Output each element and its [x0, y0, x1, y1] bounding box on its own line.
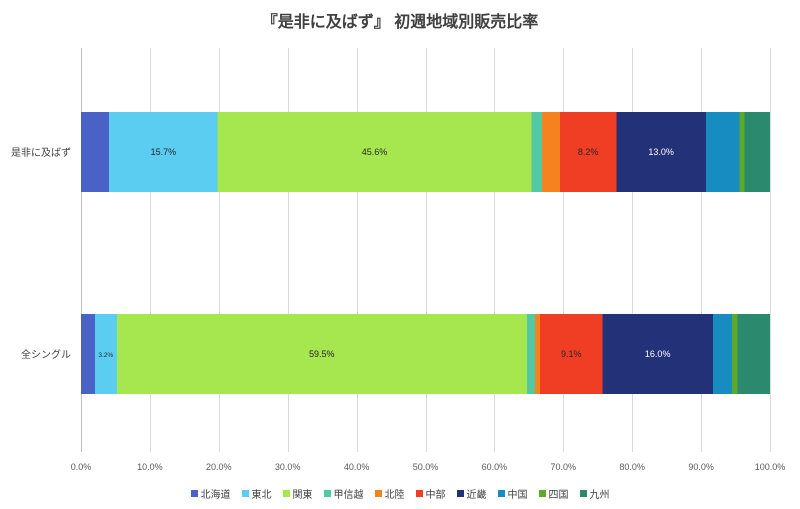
data-label: 59.5% [309, 349, 335, 359]
bar-segment-0-0 [81, 112, 110, 192]
legend-marker [282, 489, 290, 497]
bar-segment-0-6 [616, 112, 706, 192]
bar-segment-1-7 [712, 314, 733, 394]
bar-segment-0-3 [531, 112, 542, 192]
legend-label: 近畿 [466, 489, 487, 501]
x-tick-label: 60.0% [482, 462, 508, 472]
x-tick-label: 100.0% [755, 462, 786, 472]
legend-label: 中国 [507, 489, 528, 501]
x-tick-label: 0.0% [71, 462, 92, 472]
legend-marker [190, 489, 198, 497]
x-tick-label: 20.0% [206, 462, 232, 472]
legend-label: 北海道 [200, 489, 231, 501]
chart-title: 『是非に及ばず』 初週地域別販売比率 [262, 12, 538, 31]
legend-label: 甲信越 [333, 489, 364, 501]
x-tick-label: 50.0% [413, 462, 439, 472]
legend: 北海道 東北 関東 甲信越 北陸 中部 近畿 中国 四国 九州 [0, 486, 800, 501]
x-tick-label: 90.0% [688, 462, 714, 472]
legend-item: 北海道 [190, 486, 231, 501]
legend-label: 九州 [589, 489, 610, 501]
legend-marker [374, 489, 382, 497]
legend-marker [497, 489, 505, 497]
legend-marker [415, 489, 423, 497]
legend-marker [579, 489, 587, 497]
category-label: 是非に及ばず [11, 147, 71, 159]
bar-segment-1-2 [116, 314, 527, 394]
data-labels: 15.7% 45.6% 8.2% 13.0% 3.2% 59.5% 9.1% 16.0% [98, 147, 674, 359]
legend-item: 関東 [282, 486, 313, 501]
legend-label: 関東 [292, 489, 313, 501]
bar-segment-1-9 [737, 314, 770, 394]
data-label: 45.6% [362, 147, 388, 157]
legend-item: 四国 [538, 486, 569, 501]
x-tick-label: 70.0% [551, 462, 577, 472]
bar-segment-0-7 [705, 112, 740, 192]
data-label: 8.2% [578, 147, 599, 157]
bar-segment-1-6 [602, 314, 713, 394]
data-label: 15.7% [151, 147, 177, 157]
bar-segment-1-3 [526, 314, 536, 394]
legend-marker [323, 489, 331, 497]
data-label: 3.2% [98, 352, 113, 359]
bar-segment-0-1 [109, 112, 218, 192]
legend-item: 中国 [497, 486, 528, 501]
bar-segment-0-4 [541, 112, 560, 192]
bar-segment-0-2 [217, 112, 532, 192]
bar-segment-0-5 [559, 112, 617, 192]
x-tick-label: 30.0% [275, 462, 301, 472]
bar-segment-1-5 [539, 314, 603, 394]
data-label: 16.0% [645, 349, 671, 359]
legend-item: 中部 [415, 486, 446, 501]
legend-marker [538, 489, 546, 497]
x-tick-label: 10.0% [137, 462, 163, 472]
bar-segment-1-8 [732, 314, 738, 394]
legend-marker [241, 489, 249, 497]
bar-segment-0-9 [744, 112, 770, 192]
legend-label: 四国 [548, 489, 569, 501]
legend-item: 東北 [241, 486, 272, 501]
bars [81, 112, 770, 394]
legend-label: 東北 [251, 489, 272, 501]
legend-item: 甲信越 [323, 486, 364, 501]
bar-segment-1-4 [535, 314, 540, 394]
bar-segment-0-8 [739, 112, 745, 192]
value-axis: 0.0% 10.0% 20.0% 30.0% 40.0% 50.0% 60.0% 70.0% 8… [71, 462, 786, 472]
data-label: 9.1% [561, 349, 582, 359]
data-label: 13.0% [648, 147, 674, 157]
legend-label: 北陸 [384, 489, 405, 501]
legend-item: 北陸 [374, 486, 405, 501]
legend-marker [456, 489, 464, 497]
x-tick-label: 40.0% [344, 462, 370, 472]
bar-segment-1-1 [94, 314, 117, 394]
bar-segment-1-0 [81, 314, 95, 394]
category-label: 全シングル [21, 348, 71, 361]
legend-item: 九州 [579, 486, 610, 501]
x-tick-label: 80.0% [619, 462, 645, 472]
legend-item: 近畿 [456, 486, 487, 501]
legend-label: 中部 [425, 489, 446, 501]
